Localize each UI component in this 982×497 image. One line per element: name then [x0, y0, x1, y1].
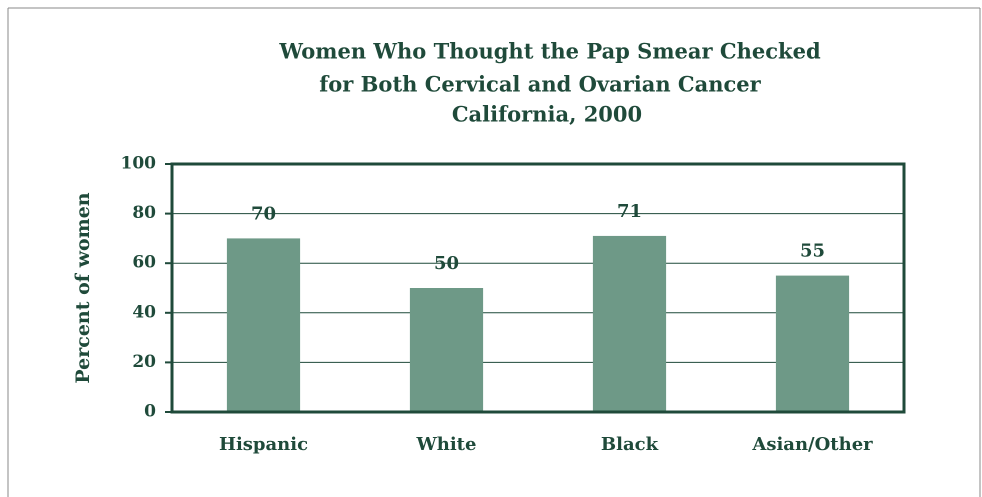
- value-label: 70: [251, 203, 276, 224]
- value-label: 71: [617, 201, 642, 222]
- y-axis-label: Percent of women: [72, 192, 94, 383]
- y-tick-label: 80: [132, 203, 156, 223]
- x-tick-label: Hispanic: [219, 434, 308, 455]
- y-tick-label: 0: [144, 402, 156, 422]
- x-tick-label: White: [416, 434, 477, 455]
- value-label: 50: [434, 253, 459, 274]
- y-tick-label: 60: [132, 253, 156, 273]
- x-tick-label: Asian/Other: [751, 434, 873, 455]
- bar: [775, 275, 850, 412]
- plot-frame: [170, 162, 906, 414]
- chart-title: California, 2000: [452, 102, 642, 127]
- bar: [409, 288, 484, 412]
- chart-title: Women Who Thought the Pap Smear Checked: [278, 39, 821, 64]
- bar: [592, 235, 667, 412]
- y-tick-label: 20: [132, 352, 156, 372]
- value-label: 55: [800, 241, 825, 262]
- bar: [226, 238, 301, 412]
- y-tick-label: 40: [132, 302, 156, 322]
- y-tick-label: 100: [121, 154, 157, 174]
- x-tick-label: Black: [601, 434, 659, 455]
- chart-title: for Both Cervical and Ovarian Cancer: [319, 72, 761, 97]
